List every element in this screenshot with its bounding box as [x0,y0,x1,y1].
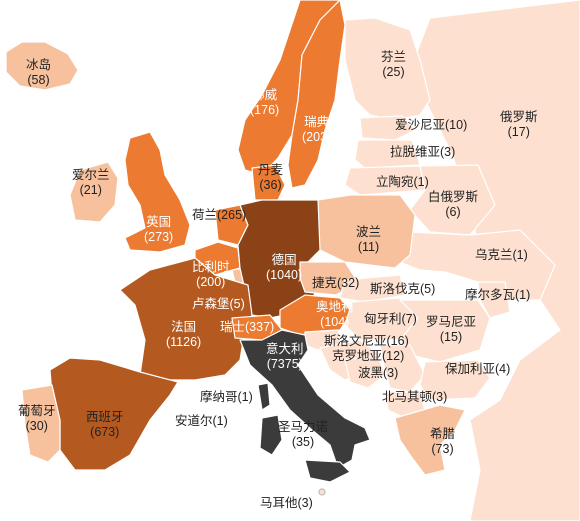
label-italy: 意大利 (7375) [266,342,304,371]
region-iceland [5,41,79,91]
region-greece [394,404,466,476]
label-latvia: 拉脱维亚(3) [390,145,456,159]
label-belgium: 比利时 (200) [192,260,230,289]
label-sweden: 瑞典 (203) [302,115,332,144]
label-malta: 马耳他(3) [260,496,313,510]
label-bulgaria: 保加利亚(4) [445,362,511,376]
region-ireland [69,161,119,223]
region-portugal [21,384,61,463]
label-lithuania: 立陶宛(1) [376,175,429,189]
region-sicily [304,459,351,483]
label-poland: 波兰 (11) [356,225,382,254]
label-north-macedonia: 北马其顿(3) [382,390,448,404]
region-italy [239,329,371,469]
label-uk: 英国 (273) [144,215,174,244]
label-slovenia: 斯洛文尼亚(16) [324,334,409,348]
label-france: 法国 (1126) [166,320,202,349]
region-moldova [477,281,511,319]
label-luxembourg: 卢森堡(5) [192,297,245,311]
label-spain: 西班牙 (673) [86,410,124,439]
region-corsica [257,382,271,411]
label-romania: 罗马尼亚 (15) [426,315,477,344]
label-croatia: 克罗地亚(12) [332,349,405,363]
region-france [119,257,253,381]
label-austria: 奥地利 (104) [316,300,354,329]
label-san-marino: 圣马力诺 (35) [278,420,329,449]
label-portugal: 葡萄牙 (30) [18,404,56,433]
label-czech: 捷克(32) [312,276,360,290]
region-sweden [287,0,346,189]
label-monaco: 摩纳哥(1) [200,390,253,404]
label-iceland: 冰岛 (58) [26,58,52,87]
region-estonia [359,115,416,141]
region-bulgaria [419,359,491,401]
label-bosnia: 波黑(3) [358,366,399,380]
label-russia: 俄罗斯 (17) [500,110,538,139]
label-andorra: 安道尔(1) [175,414,228,428]
label-estonia: 爱沙尼亚(10) [395,118,468,132]
region-malta [318,488,326,496]
region-bosnia [344,354,386,389]
label-slovakia: 斯洛伐克(5) [370,282,436,296]
label-norway: 挪威 (176) [250,88,280,117]
label-belarus: 白俄罗斯 (6) [428,190,479,219]
label-switzerland: 瑞士(337) [220,320,275,334]
region-lithuania [344,165,426,196]
label-denmark: 丹麦 (36) [258,163,284,192]
region-sardinia [259,414,283,456]
label-ukraine: 乌克兰(1) [475,248,528,262]
label-germany: 德国 (1040) [266,253,303,282]
label-netherlands: 荷兰(265) [192,208,247,222]
region-finland [344,17,431,121]
label-moldova: 摩尔多瓦(1) [465,288,531,302]
label-finland: 芬兰 (25) [381,50,407,79]
label-ireland: 爱尔兰 (21) [72,168,110,197]
label-greece: 希腊 (73) [430,427,456,456]
label-hungary: 匈牙利(7) [364,312,417,326]
region-slovakia [339,274,406,303]
region-denmark [251,164,286,201]
region-uk [124,131,191,253]
